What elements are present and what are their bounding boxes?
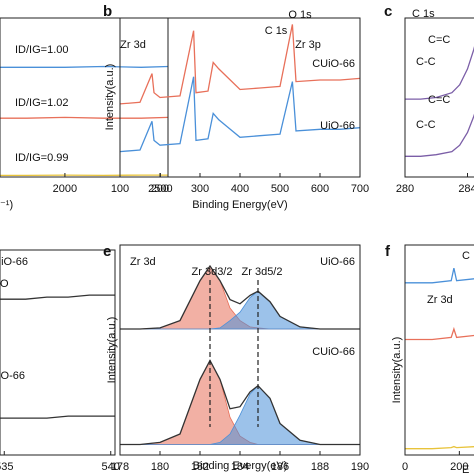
x-tick-label: 186 bbox=[271, 461, 289, 473]
spectrum-line bbox=[119, 76, 361, 153]
x-tick-label: 284 bbox=[458, 183, 474, 195]
fit-area bbox=[120, 385, 360, 445]
x-tick-label: 200 bbox=[151, 183, 169, 195]
x-tick-label: 100 bbox=[111, 183, 129, 195]
panel-letter: e bbox=[103, 243, 111, 260]
panel-letter: f bbox=[385, 243, 391, 260]
spectrum-line bbox=[119, 24, 361, 105]
spectrum-line bbox=[405, 267, 474, 284]
fit-area bbox=[120, 290, 360, 330]
annotation: C 1s bbox=[265, 25, 288, 37]
spectrum-line bbox=[405, 445, 474, 450]
x-tick-label: 190 bbox=[351, 461, 369, 473]
annotation: C=C bbox=[428, 34, 450, 46]
annotation: C-C bbox=[416, 119, 436, 131]
panel: UiO-66 CUiO-66 535 540 O bbox=[0, 249, 120, 473]
x-tick-label: 182 bbox=[191, 461, 209, 473]
spectrum-line bbox=[405, 113, 474, 157]
annotation: O 1s bbox=[288, 9, 312, 21]
spectrum-line bbox=[0, 294, 115, 300]
spectrum-line bbox=[0, 65, 169, 68]
y-axis-label: Intensity(a.u.) bbox=[104, 64, 116, 131]
x-tick-label: 540 bbox=[102, 461, 120, 473]
x-tick-label: 2000 bbox=[53, 183, 77, 195]
x-axis-label: Binding Evergy(eV) bbox=[193, 460, 288, 472]
spectrum-line bbox=[0, 415, 115, 419]
panel: UiO-66 CUiO-66 178 180 182 184 186 188 190 Zr 3d Z… bbox=[103, 243, 369, 473]
plot-frame bbox=[404, 17, 474, 178]
plot-frame bbox=[0, 249, 116, 456]
plot-frame bbox=[404, 244, 474, 456]
annotation: ID/IG=1.02 bbox=[15, 97, 69, 109]
x-tick-label: 200 bbox=[450, 461, 468, 473]
annotation: ID/IG=0.99 bbox=[15, 152, 69, 164]
spectrum-line bbox=[405, 326, 474, 341]
annotation: O bbox=[0, 278, 9, 290]
annotation: C 1s bbox=[412, 8, 435, 20]
x-tick-label: 500 bbox=[271, 183, 289, 195]
panel-letter: c bbox=[384, 3, 392, 20]
y-axis-label: Intensity(a.u.) bbox=[106, 317, 118, 384]
x-axis-label: E bbox=[462, 464, 469, 474]
series-label: UiO-66 bbox=[320, 256, 355, 268]
x-tick-label: 700 bbox=[351, 183, 369, 195]
panel-letter: b bbox=[103, 3, 112, 20]
series-label: UiO-66 bbox=[0, 256, 28, 268]
spectrum-line bbox=[120, 264, 360, 330]
annotation: Zr 3d3/2 bbox=[192, 266, 233, 278]
x-tick-label: 400 bbox=[231, 183, 249, 195]
x-tick-label: 188 bbox=[311, 461, 329, 473]
series-label: CUiO-66 bbox=[0, 370, 25, 382]
x-axis-label: Binding Energy(eV) bbox=[192, 199, 287, 211]
annotation: Zr 3d bbox=[427, 294, 453, 306]
spectrum-line bbox=[0, 116, 169, 119]
x-tick-label: 0 bbox=[402, 461, 408, 473]
annotation: ID/IG=1.00 bbox=[15, 44, 69, 56]
x-axis-label: ⁻¹) bbox=[0, 199, 13, 211]
annotation: Zr 3d bbox=[130, 256, 156, 268]
annotation: Zr 3p bbox=[295, 39, 321, 51]
plot-frame bbox=[119, 17, 361, 178]
panel: 0 200 Zr 3d Cf E Intensity(a.u.) bbox=[385, 243, 474, 474]
y-axis-label: Intensity(a.u.) bbox=[391, 337, 403, 404]
annotation: C bbox=[462, 250, 470, 262]
panel: 280 284 C 1s C=C C-C C=C C-C c bbox=[384, 3, 474, 195]
x-tick-label: 600 bbox=[311, 183, 329, 195]
series-label: CUiO-66 bbox=[312, 58, 355, 70]
spectrum-line bbox=[120, 359, 360, 446]
x-tick-label: 184 bbox=[231, 461, 249, 473]
annotation: C-C bbox=[416, 56, 436, 68]
x-tick-label: 180 bbox=[151, 461, 169, 473]
annotation: Zr 3d5/2 bbox=[242, 266, 283, 278]
x-tick-label: 280 bbox=[396, 183, 414, 195]
x-tick-label: 2500 bbox=[148, 183, 172, 195]
series-label: CUiO-66 bbox=[312, 346, 355, 358]
panel: CUiO-66 UiO-66 100 200 300 400 500 600 700 Zr 3d C… bbox=[103, 3, 369, 211]
spectrum-line bbox=[405, 46, 474, 100]
x-tick-label: 300 bbox=[191, 183, 209, 195]
annotation: C=C bbox=[428, 94, 450, 106]
panel: 2000 2500 ID/IG=1.00 ID/IG=1.02 ID/IG=0.99 ⁻¹… bbox=[0, 17, 173, 211]
series-label: UiO-66 bbox=[320, 120, 355, 132]
x-tick-label: 178 bbox=[111, 461, 129, 473]
x-tick-label: 535 bbox=[0, 461, 13, 473]
annotation: Zr 3d bbox=[120, 39, 146, 51]
